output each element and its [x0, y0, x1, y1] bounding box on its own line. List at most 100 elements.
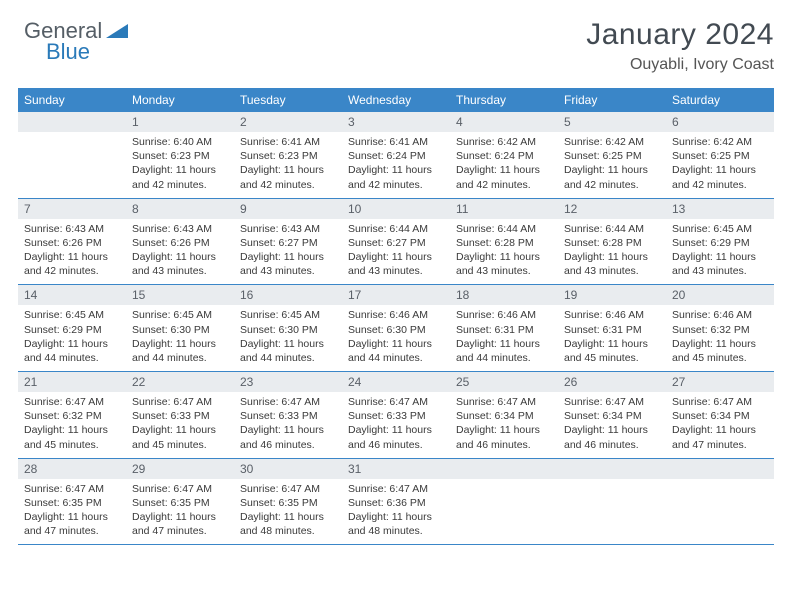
sunrise-line: Sunrise: 6:41 AM: [240, 135, 336, 149]
title-block: January 2024 Ouyabli, Ivory Coast: [586, 18, 774, 74]
sunrise-line: Sunrise: 6:47 AM: [240, 395, 336, 409]
daylight-line-2: and 45 minutes.: [24, 438, 120, 452]
sunset-line: Sunset: 6:35 PM: [132, 496, 228, 510]
calendar-cell: [666, 458, 774, 545]
daylight-line-2: and 42 minutes.: [132, 178, 228, 192]
day-number: 30: [234, 459, 342, 479]
cell-body: Sunrise: 6:47 AMSunset: 6:33 PMDaylight:…: [234, 392, 342, 458]
daylight-line-2: and 44 minutes.: [132, 351, 228, 365]
sunrise-line: Sunrise: 6:47 AM: [672, 395, 768, 409]
daylight-line-1: Daylight: 11 hours: [240, 250, 336, 264]
cell-body: Sunrise: 6:47 AMSunset: 6:35 PMDaylight:…: [234, 479, 342, 545]
sunrise-line: Sunrise: 6:47 AM: [564, 395, 660, 409]
daylight-line-1: Daylight: 11 hours: [24, 510, 120, 524]
sunset-line: Sunset: 6:30 PM: [348, 323, 444, 337]
sunset-line: Sunset: 6:34 PM: [564, 409, 660, 423]
day-number-empty: [18, 112, 126, 132]
sunrise-line: Sunrise: 6:46 AM: [348, 308, 444, 322]
cell-body: Sunrise: 6:41 AMSunset: 6:23 PMDaylight:…: [234, 132, 342, 198]
calendar-cell: 7Sunrise: 6:43 AMSunset: 6:26 PMDaylight…: [18, 198, 126, 285]
daylight-line-1: Daylight: 11 hours: [348, 337, 444, 351]
calendar-cell: 19Sunrise: 6:46 AMSunset: 6:31 PMDayligh…: [558, 285, 666, 372]
sunrise-line: Sunrise: 6:47 AM: [456, 395, 552, 409]
calendar-cell: 1Sunrise: 6:40 AMSunset: 6:23 PMDaylight…: [126, 112, 234, 198]
sunrise-line: Sunrise: 6:44 AM: [456, 222, 552, 236]
daylight-line-1: Daylight: 11 hours: [456, 250, 552, 264]
calendar-cell: 16Sunrise: 6:45 AMSunset: 6:30 PMDayligh…: [234, 285, 342, 372]
day-number: 20: [666, 285, 774, 305]
sunset-line: Sunset: 6:35 PM: [240, 496, 336, 510]
day-header: Sunday: [18, 88, 126, 112]
calendar-cell: 13Sunrise: 6:45 AMSunset: 6:29 PMDayligh…: [666, 198, 774, 285]
daylight-line-1: Daylight: 11 hours: [24, 423, 120, 437]
cell-body: Sunrise: 6:42 AMSunset: 6:25 PMDaylight:…: [558, 132, 666, 198]
cell-body: Sunrise: 6:46 AMSunset: 6:32 PMDaylight:…: [666, 305, 774, 371]
calendar-cell: 27Sunrise: 6:47 AMSunset: 6:34 PMDayligh…: [666, 372, 774, 459]
calendar-cell: 18Sunrise: 6:46 AMSunset: 6:31 PMDayligh…: [450, 285, 558, 372]
daylight-line-1: Daylight: 11 hours: [240, 163, 336, 177]
sunrise-line: Sunrise: 6:41 AM: [348, 135, 444, 149]
cell-body: Sunrise: 6:46 AMSunset: 6:30 PMDaylight:…: [342, 305, 450, 371]
calendar-cell: 8Sunrise: 6:43 AMSunset: 6:26 PMDaylight…: [126, 198, 234, 285]
sunrise-line: Sunrise: 6:47 AM: [132, 482, 228, 496]
daylight-line-1: Daylight: 11 hours: [132, 250, 228, 264]
daylight-line-2: and 43 minutes.: [348, 264, 444, 278]
calendar-cell: 17Sunrise: 6:46 AMSunset: 6:30 PMDayligh…: [342, 285, 450, 372]
day-header-row: SundayMondayTuesdayWednesdayThursdayFrid…: [18, 88, 774, 112]
daylight-line-1: Daylight: 11 hours: [672, 337, 768, 351]
day-header: Tuesday: [234, 88, 342, 112]
daylight-line-1: Daylight: 11 hours: [564, 163, 660, 177]
daylight-line-2: and 45 minutes.: [132, 438, 228, 452]
calendar-cell: 29Sunrise: 6:47 AMSunset: 6:35 PMDayligh…: [126, 458, 234, 545]
day-header: Thursday: [450, 88, 558, 112]
calendar-cell: 25Sunrise: 6:47 AMSunset: 6:34 PMDayligh…: [450, 372, 558, 459]
sunrise-line: Sunrise: 6:47 AM: [240, 482, 336, 496]
day-number: 23: [234, 372, 342, 392]
logo-text-blue: Blue: [46, 39, 90, 65]
cell-body: Sunrise: 6:41 AMSunset: 6:24 PMDaylight:…: [342, 132, 450, 198]
sunrise-line: Sunrise: 6:44 AM: [348, 222, 444, 236]
calendar-cell: 3Sunrise: 6:41 AMSunset: 6:24 PMDaylight…: [342, 112, 450, 198]
sunset-line: Sunset: 6:30 PM: [132, 323, 228, 337]
day-number: 14: [18, 285, 126, 305]
daylight-line-2: and 43 minutes.: [672, 264, 768, 278]
cell-body: Sunrise: 6:42 AMSunset: 6:24 PMDaylight:…: [450, 132, 558, 198]
day-number: 8: [126, 199, 234, 219]
day-number: 18: [450, 285, 558, 305]
cell-body: Sunrise: 6:47 AMSunset: 6:34 PMDaylight:…: [450, 392, 558, 458]
cell-body: Sunrise: 6:43 AMSunset: 6:26 PMDaylight:…: [18, 219, 126, 285]
day-number: 19: [558, 285, 666, 305]
daylight-line-1: Daylight: 11 hours: [348, 163, 444, 177]
day-header: Monday: [126, 88, 234, 112]
sunset-line: Sunset: 6:27 PM: [348, 236, 444, 250]
calendar-cell: [558, 458, 666, 545]
calendar-cell: 26Sunrise: 6:47 AMSunset: 6:34 PMDayligh…: [558, 372, 666, 459]
sunset-line: Sunset: 6:23 PM: [132, 149, 228, 163]
daylight-line-1: Daylight: 11 hours: [240, 423, 336, 437]
day-number: 21: [18, 372, 126, 392]
daylight-line-2: and 44 minutes.: [348, 351, 444, 365]
cell-body: Sunrise: 6:45 AMSunset: 6:29 PMDaylight:…: [18, 305, 126, 371]
cell-body: Sunrise: 6:47 AMSunset: 6:33 PMDaylight:…: [126, 392, 234, 458]
sunrise-line: Sunrise: 6:45 AM: [672, 222, 768, 236]
cell-body: Sunrise: 6:43 AMSunset: 6:27 PMDaylight:…: [234, 219, 342, 285]
day-number: 10: [342, 199, 450, 219]
cell-body: Sunrise: 6:47 AMSunset: 6:35 PMDaylight:…: [18, 479, 126, 545]
cell-body: Sunrise: 6:44 AMSunset: 6:28 PMDaylight:…: [558, 219, 666, 285]
daylight-line-2: and 43 minutes.: [240, 264, 336, 278]
sunrise-line: Sunrise: 6:45 AM: [132, 308, 228, 322]
daylight-line-2: and 44 minutes.: [456, 351, 552, 365]
day-header: Saturday: [666, 88, 774, 112]
week-row: 7Sunrise: 6:43 AMSunset: 6:26 PMDaylight…: [18, 198, 774, 285]
sunset-line: Sunset: 6:33 PM: [240, 409, 336, 423]
sunrise-line: Sunrise: 6:42 AM: [456, 135, 552, 149]
cell-body: Sunrise: 6:47 AMSunset: 6:35 PMDaylight:…: [126, 479, 234, 545]
daylight-line-1: Daylight: 11 hours: [456, 163, 552, 177]
daylight-line-1: Daylight: 11 hours: [456, 337, 552, 351]
cell-body: Sunrise: 6:47 AMSunset: 6:34 PMDaylight:…: [666, 392, 774, 458]
sunset-line: Sunset: 6:36 PM: [348, 496, 444, 510]
calendar-cell: 15Sunrise: 6:45 AMSunset: 6:30 PMDayligh…: [126, 285, 234, 372]
daylight-line-1: Daylight: 11 hours: [348, 250, 444, 264]
sunrise-line: Sunrise: 6:43 AM: [24, 222, 120, 236]
calendar-cell: [18, 112, 126, 198]
